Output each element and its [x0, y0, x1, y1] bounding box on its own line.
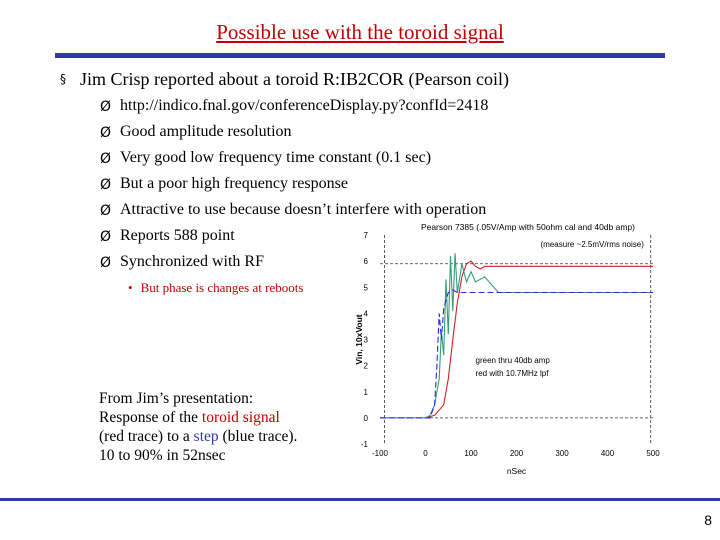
- slide-title: Possible use with the toroid signal: [216, 20, 504, 44]
- page-number: 8: [704, 512, 712, 528]
- sub-bullet-text: Good amplitude resolution: [120, 123, 292, 140]
- square-bullet-icon: §: [60, 72, 66, 86]
- x-tick-label: 0: [423, 449, 428, 458]
- series-line-3: [380, 289, 653, 419]
- sub-bullet: Ø But a poor high frequency response: [100, 175, 348, 195]
- y-axis-label: Vin, 10xVout: [354, 314, 364, 364]
- arrow-bullet-icon: Ø: [100, 125, 112, 141]
- sub-bullet-text: http://indico.fnal.gov/conferenceDisplay…: [120, 97, 489, 114]
- y-tick-label: 2: [364, 362, 369, 371]
- x-tick-label: 100: [464, 449, 478, 458]
- arrow-bullet-icon: Ø: [100, 99, 112, 115]
- sub-bullet: Ø Very good low frequency time constant …: [100, 149, 431, 169]
- sub-bullet-text: Reports 588 point: [120, 227, 235, 244]
- sub-sub-bullet: • But phase is changes at reboots: [128, 280, 303, 296]
- sub-bullet: Ø Good amplitude resolution: [100, 123, 292, 143]
- chart-title: Pearson 7385 (.05V/Amp with 50ohm cal an…: [421, 222, 635, 232]
- x-tick-label: -100: [372, 449, 389, 458]
- sub-sub-bullet-text: But phase is changes at reboots: [140, 280, 304, 295]
- x-tick-label: 500: [646, 449, 660, 458]
- caption-text: (blue trace).: [218, 428, 298, 445]
- arrow-bullet-icon: Ø: [100, 203, 112, 219]
- x-tick-label: 300: [555, 449, 569, 458]
- caption-line-1: From Jim’s presentation:: [99, 390, 254, 407]
- sub-bullet: Ø http://indico.fnal.gov/conferenceDispl…: [100, 97, 488, 117]
- x-axis-label: nSec: [507, 466, 527, 476]
- chart-annotation: red with 10.7MHz lpf: [476, 369, 550, 378]
- sub-bullet: Ø Synchronized with RF: [100, 253, 264, 273]
- sub-bullet-text: Synchronized with RF: [120, 253, 264, 270]
- arrow-bullet-icon: Ø: [100, 151, 112, 167]
- dot-bullet-icon: •: [128, 280, 133, 295]
- arrow-bullet-icon: Ø: [100, 229, 112, 245]
- y-tick-label: 1: [364, 388, 369, 397]
- series-line-2: [380, 253, 653, 419]
- arrow-bullet-icon: Ø: [100, 255, 112, 271]
- caption-text: (red trace) to a: [99, 428, 194, 445]
- y-tick-label: 5: [364, 283, 369, 292]
- y-tick-label: 6: [364, 257, 369, 266]
- chart-annotation: (measure ~2.5mV/rms noise): [541, 240, 645, 249]
- main-bullet-text: Jim Crisp reported about a toroid R:IB2C…: [80, 69, 509, 89]
- toroid-response-chart: Pearson 7385 (.05V/Amp with 50ohm cal an…: [354, 222, 660, 476]
- sub-bullet-text: But a poor high frequency response: [120, 175, 348, 192]
- footer-rule: [0, 498, 720, 501]
- series-line-1: [380, 260, 653, 419]
- x-tick-label: 400: [601, 449, 615, 458]
- sub-bullet: Ø Attractive to use because doesn’t inte…: [100, 201, 486, 221]
- caption-line-2: Response of the toroid signal: [99, 408, 297, 427]
- arrow-bullet-icon: Ø: [100, 177, 112, 193]
- y-tick-label: 3: [364, 336, 369, 345]
- caption-line-4: 10 to 90% in 52nsec: [99, 447, 226, 464]
- y-tick-label: 7: [364, 231, 369, 240]
- sub-bullet-text: Attractive to use because doesn’t interf…: [120, 201, 487, 218]
- title-rule: [55, 53, 665, 58]
- main-bullet: § Jim Crisp reported about a toroid R:IB…: [60, 69, 509, 90]
- caption-red-text: toroid signal: [201, 409, 280, 426]
- y-tick-label: 0: [364, 414, 369, 423]
- caption-blue-text: step: [193, 428, 219, 445]
- caption-line-3: (red trace) to a step (blue trace).: [99, 427, 297, 446]
- chart-annotation: green thru 40db amp: [476, 356, 551, 365]
- caption-text: Response of the: [99, 409, 202, 426]
- figure-caption: From Jim’s presentation: Response of the…: [99, 389, 297, 465]
- y-tick-label: 4: [364, 309, 369, 318]
- sub-bullet: Ø Reports 588 point: [100, 227, 235, 247]
- x-tick-label: 200: [510, 449, 524, 458]
- y-tick-label: -1: [361, 440, 369, 449]
- sub-bullet-text: Very good low frequency time constant (0…: [120, 149, 432, 166]
